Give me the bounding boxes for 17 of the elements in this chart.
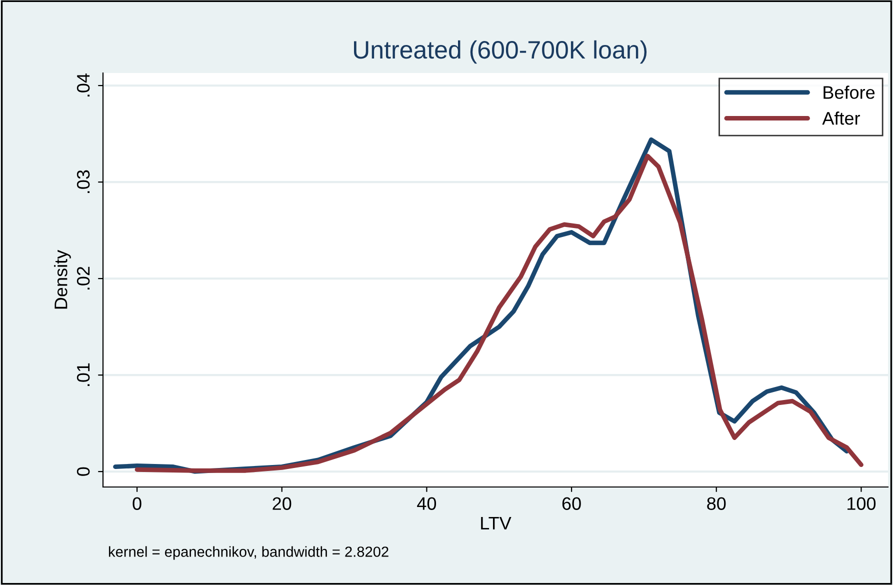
x-axis-title: LTV: [481, 516, 512, 530]
legend-label: After: [822, 112, 860, 125]
y-tick-label: 0: [76, 467, 90, 476]
x-tick-label: 80: [707, 497, 726, 510]
x-tick-label: 20: [272, 497, 292, 510]
text: kernel = epanechnikov, bandwidth = 2.8202: [108, 546, 388, 560]
y-axis-title: Density: [54, 250, 71, 309]
x-tick-label: 100: [848, 497, 876, 510]
y-tick-label: .02: [76, 266, 90, 290]
y-tick-label: .04: [76, 74, 90, 96]
x-tick-label: 40: [417, 497, 436, 510]
x-tick-label: 0: [132, 497, 142, 510]
y-tick-label: .03: [76, 170, 90, 193]
legend-label: Before: [824, 86, 875, 99]
y-tick-label: .01: [76, 363, 90, 386]
chart-title: Untreated (600-700K loan): [354, 40, 647, 64]
x-tick-label: 60: [562, 497, 581, 510]
